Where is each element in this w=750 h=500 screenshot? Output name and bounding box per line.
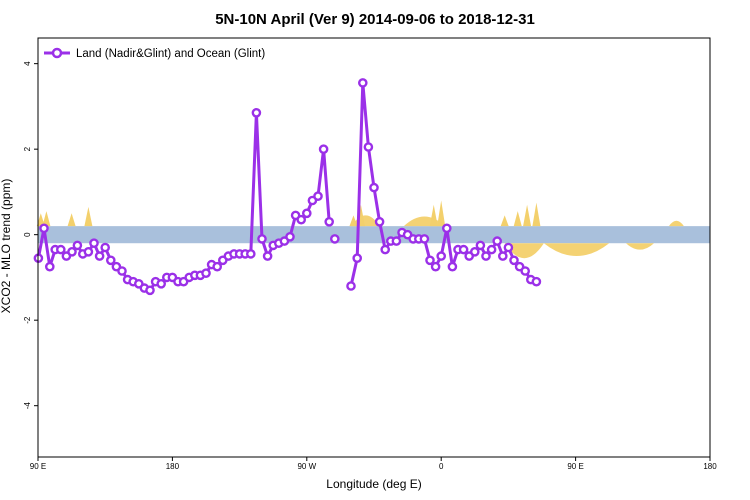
data-point xyxy=(425,255,435,266)
data-point xyxy=(486,244,497,255)
land-fraction-shading xyxy=(668,220,684,227)
land-fraction-spike xyxy=(523,204,532,227)
x-tick-label: 90 W xyxy=(297,462,316,471)
data-point xyxy=(83,246,94,257)
y-tick-label: -4 xyxy=(23,402,32,410)
data-point xyxy=(318,144,329,154)
data-point xyxy=(369,182,379,193)
x-axis: 90 E 180 90 W 0 90 E 180 xyxy=(30,457,717,471)
y-tick-label: 4 xyxy=(23,61,32,66)
data-point xyxy=(56,244,66,255)
data-point xyxy=(251,108,262,118)
data-point xyxy=(301,208,312,219)
data-point xyxy=(481,251,491,261)
data-point xyxy=(100,242,110,253)
data-point xyxy=(296,214,307,225)
legend: Land (Nadir&Glint) and Ocean (Glint) xyxy=(44,47,265,60)
data-point xyxy=(212,261,222,272)
y-axis: -4 -2 0 2 4 xyxy=(23,61,38,409)
land-fraction-spike xyxy=(500,215,509,227)
data-point xyxy=(117,266,127,276)
data-point xyxy=(357,78,368,88)
data-point xyxy=(374,216,385,227)
data-point xyxy=(313,191,323,201)
data-point xyxy=(94,251,105,261)
data-point xyxy=(262,251,273,261)
data-point xyxy=(72,240,83,251)
data-point xyxy=(245,249,256,259)
data-point xyxy=(503,242,514,253)
data-point xyxy=(145,285,155,296)
data-point xyxy=(436,251,447,261)
x-tick-label: 90 E xyxy=(567,462,583,471)
data-point xyxy=(391,236,402,246)
series-line xyxy=(349,81,537,287)
x-tick-label: 180 xyxy=(166,462,180,471)
plot-area xyxy=(33,37,711,458)
y-tick-label: -2 xyxy=(23,316,32,324)
data-point xyxy=(45,261,55,272)
land-fraction-shading xyxy=(626,243,654,250)
data-point xyxy=(329,234,340,244)
plot-background xyxy=(38,38,710,457)
land-fraction-spike xyxy=(67,213,76,227)
reference-band xyxy=(38,226,710,244)
land-fraction-spike xyxy=(437,200,446,227)
data-point xyxy=(492,236,503,246)
y-tick-label: 0 xyxy=(23,232,32,237)
land-fraction-spike xyxy=(84,206,93,227)
x-axis-label: Longitude (deg E) xyxy=(326,477,421,491)
data-point xyxy=(39,223,49,234)
x-tick-label: 180 xyxy=(703,462,717,471)
data-point xyxy=(380,244,391,255)
data-point xyxy=(430,261,441,272)
legend-entry-label: Land (Nadir&Glint) and Ocean (Glint) xyxy=(76,48,265,60)
data-point xyxy=(531,276,542,287)
data-point xyxy=(363,142,374,152)
data-point xyxy=(475,240,486,251)
plot-frame xyxy=(37,37,711,458)
data-point xyxy=(352,253,363,264)
data-point xyxy=(285,231,295,242)
land-fraction-spike xyxy=(513,211,522,227)
data-point xyxy=(89,238,99,248)
x-tick-label: 90 E xyxy=(30,462,46,471)
land-fraction-spike xyxy=(36,213,45,227)
data-point xyxy=(156,278,166,289)
land-fraction-spike xyxy=(349,215,358,227)
data-point xyxy=(201,268,211,279)
legend-swatch-marker xyxy=(51,47,63,59)
y-tick-label: 2 xyxy=(23,146,32,151)
data-point xyxy=(419,234,430,244)
data-point xyxy=(520,266,531,276)
data-point xyxy=(497,251,508,261)
data-point xyxy=(447,261,458,272)
x-tick-label: 0 xyxy=(439,462,444,471)
land-fraction-spike xyxy=(532,202,541,227)
chart-title: 5N-10N April (Ver 9) 2014-09-06 to 2018-… xyxy=(215,11,535,28)
land-fraction-spike xyxy=(429,204,438,227)
data-point xyxy=(67,246,77,257)
data-point xyxy=(324,216,335,227)
data-point xyxy=(441,223,452,234)
land-fraction-shading xyxy=(543,243,610,257)
data-point xyxy=(257,234,267,244)
y-axis-label: XCO2 - MLO trend (ppm) xyxy=(0,179,13,314)
data-point xyxy=(469,246,480,257)
series-layer xyxy=(33,78,542,296)
land-fraction-shading xyxy=(504,243,544,259)
data-point xyxy=(346,281,356,291)
reference-band-layer xyxy=(36,200,710,259)
land-fraction-spike xyxy=(42,211,51,227)
data-point xyxy=(509,255,519,266)
data-point xyxy=(458,244,469,255)
data-point xyxy=(106,255,116,266)
